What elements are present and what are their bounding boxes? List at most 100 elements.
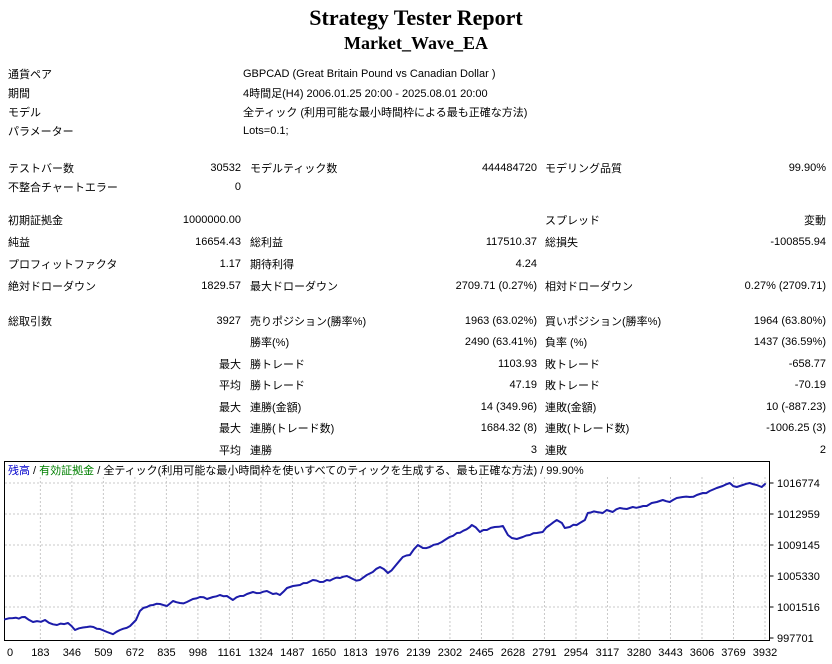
report-row: 初期証拠金 1000000.00 スプレッド 変動 (8, 209, 826, 231)
x-axis-label: 998 (189, 647, 207, 659)
metric-value: -70.19 (794, 379, 826, 392)
metric-label: 総損失 (545, 237, 578, 249)
metric-label: モデリング品質 (545, 162, 622, 175)
metric-label: 期間 (8, 87, 30, 100)
report-title: Strategy Tester Report (309, 5, 523, 30)
chart-border (4, 461, 770, 641)
metric-label: 絶対ドローダウン (8, 281, 96, 293)
metric-label: 相対ドローダウン (545, 281, 633, 293)
metric-label: 連勝 (250, 444, 272, 457)
x-axis-label: 1487 (280, 647, 304, 659)
metric-label: 純益 (8, 237, 30, 249)
metric-label: 負率 (%) (545, 337, 588, 350)
metric-value: 1829.57 (201, 280, 241, 292)
legend-part: 残高 (8, 463, 30, 477)
x-axis-label: 672 (126, 647, 144, 659)
metric-value: 444484720 (481, 161, 537, 174)
report-row: 最大 連勝(トレード数) 1684.32 (8) 連敗(トレード数) -1006.25 … (8, 418, 826, 440)
report-row: 平均 勝トレード 47.19 敗トレード -70.19 (8, 375, 826, 397)
metric-value: 30532 (210, 161, 241, 174)
report-row: プロフィットファクタ 1.17 期待利得 4.24 (8, 253, 826, 275)
metric-value: 16654.43 (195, 236, 241, 248)
x-axis-label: 1161 (218, 647, 242, 659)
metric-value: 平均 (219, 380, 241, 393)
report-row: 不整合チャートエラー 0 (8, 177, 826, 196)
metric-value: 変動 (804, 215, 826, 227)
metric-label: 連敗(金額) (545, 401, 597, 414)
metric-label: テストバー数 (8, 162, 74, 175)
summary-table: 通貨ペア GBPCAD (Great Britain Pound vs Canad… (8, 64, 826, 461)
metric-value: 全ティック (利用可能な最小時間枠による最も正確な方法) (243, 106, 528, 119)
metric-label: 勝トレード (250, 380, 305, 393)
y-axis-label: 997701 (777, 633, 814, 645)
metric-value: 47.19 (509, 379, 537, 392)
x-axis-label: 1324 (249, 647, 273, 659)
metric-value: 1964 (63.80%) (753, 314, 826, 327)
metric-value: 2490 (63.41%) (464, 336, 537, 349)
metric-label: 敗トレード (545, 358, 600, 371)
x-axis-label: 183 (31, 647, 49, 659)
metric-value: 0.27% (2709.71) (744, 280, 826, 292)
metric-label: モデルティック数 (250, 162, 338, 175)
metric-value: 平均 (219, 444, 241, 457)
metric-label: 期待利得 (250, 259, 294, 271)
y-axis-label: 1016774 (777, 478, 820, 490)
metric-label: 連勝(トレード数) (250, 423, 335, 436)
legend-part: / (30, 465, 39, 477)
metric-label: 連勝(金額) (250, 401, 302, 414)
x-axis-label: 3932 (753, 647, 777, 659)
metric-label: 敗トレード (545, 380, 600, 393)
x-axis-label: 2302 (438, 647, 462, 659)
legend-part: 有効証拠金 (39, 463, 94, 477)
section-settings: 通貨ペア GBPCAD (Great Britain Pound vs Canad… (8, 64, 826, 140)
metric-value: 最大 (219, 401, 241, 414)
x-axis-label: 2954 (564, 647, 588, 659)
metric-value: 1684.32 (8) (480, 422, 537, 435)
metric-label: 勝率(%) (250, 337, 290, 350)
metric-value: 0 (234, 180, 241, 193)
metric-value: 1103.93 (498, 357, 537, 370)
metric-value: 3927 (216, 314, 241, 327)
x-axis-label: 346 (63, 647, 81, 659)
legend-part: / (94, 465, 103, 477)
x-axis-label: 2791 (532, 647, 556, 659)
section-trades: 総取引数 3927 売りポジション(勝率%) 1963 (63.02%) 買いポジション… (8, 310, 826, 461)
metric-label: パラメーター (8, 125, 74, 138)
metric-value: Lots=0.1; (243, 124, 289, 137)
x-axis-label: 3280 (627, 647, 651, 659)
report-row: モデル 全ティック (利用可能な最小時間枠による最も正確な方法) (8, 102, 826, 121)
metric-label: 連敗 (545, 444, 567, 457)
metric-label: プロフィットファクタ (8, 259, 118, 271)
metric-value: 最大 (219, 358, 241, 371)
expert-advisor-name: Market_Wave_EA (344, 33, 488, 53)
metric-label: 初期証拠金 (8, 215, 63, 227)
x-axis-label: 3606 (690, 647, 714, 659)
metric-label: 総取引数 (8, 315, 52, 328)
metric-value: 1000000.00 (182, 214, 241, 226)
metric-value: 1963 (63.02%) (464, 314, 537, 327)
metric-label: 不整合チャートエラー (8, 181, 118, 194)
metric-label: 最大ドローダウン (250, 281, 338, 293)
report-row: 最大 勝トレード 1103.93 敗トレード -658.77 (8, 353, 826, 375)
x-axis-label: 0 (7, 647, 13, 659)
x-axis-label: 1813 (343, 647, 367, 659)
metric-label: 買いポジション(勝率%) (545, 315, 662, 328)
report-row: 総取引数 3927 売りポジション(勝率%) 1963 (63.02%) 買いポジション… (8, 310, 826, 332)
metric-value: 14 (349.96) (480, 400, 537, 413)
metric-label: 売りポジション(勝率%) (250, 315, 367, 328)
y-axis-label: 1001516 (777, 602, 820, 614)
x-axis-label: 2628 (501, 647, 525, 659)
metric-value: GBPCAD (Great Britain Pound vs Canadian … (243, 67, 496, 80)
y-axis-label: 1012959 (777, 509, 820, 521)
metric-value: 10 (-887.23) (766, 400, 826, 413)
report-row: パラメーター Lots=0.1; (8, 121, 826, 140)
balance-chart: 997701 1001516 1005330 1009145 1012959 101677… (4, 461, 820, 659)
metric-value: 1437 (36.59%) (753, 336, 826, 349)
metric-value: -100855.94 (770, 236, 826, 248)
balance-curve (4, 482, 766, 636)
section-results: 初期証拠金 1000000.00 スプレッド 変動 純益 16654.43 総利益 11751… (8, 209, 826, 297)
metric-value: 99.90% (788, 161, 826, 174)
legend-part: 全ティック(利用可能な最小時間枠を使いすべてのティックを生成する、最も正確な方法… (103, 463, 583, 477)
x-axis-label: 835 (157, 647, 175, 659)
report-row: 絶対ドローダウン 1829.57 最大ドローダウン 2709.71 (0.27%) 相対… (8, 275, 826, 297)
